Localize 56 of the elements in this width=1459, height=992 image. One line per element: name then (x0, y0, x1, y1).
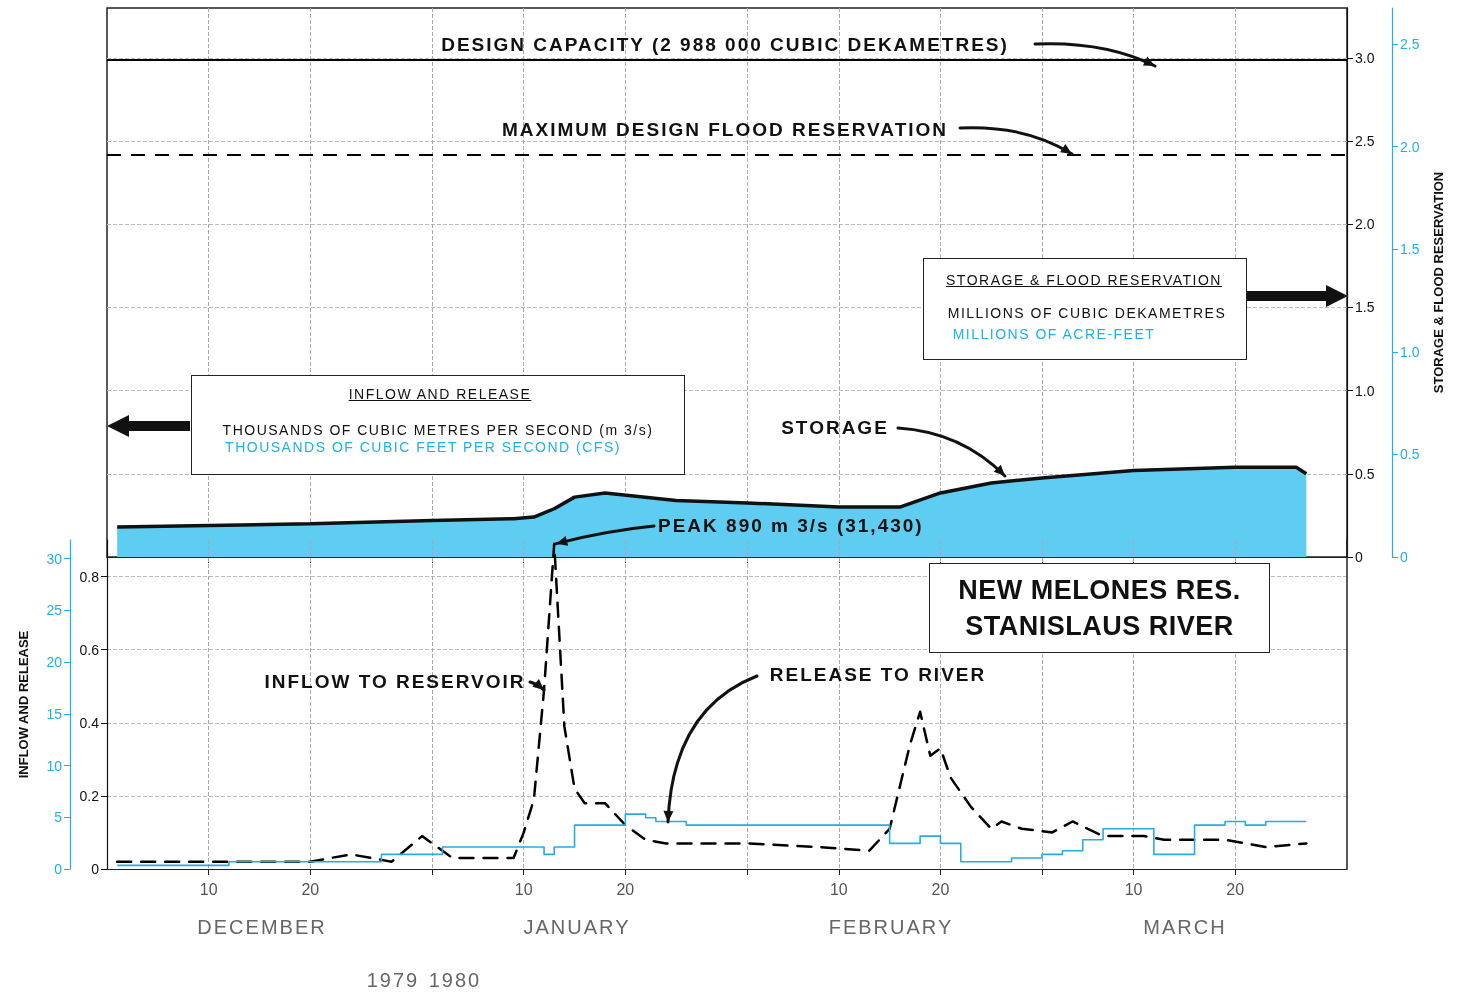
text: DECEMBER (197, 915, 327, 939)
y2-tick-label: 1.0 (1400, 343, 1420, 360)
y2-tick-label: 0 (54, 861, 63, 877)
y-tick-label: 2.0 (1355, 216, 1375, 233)
y-tick-label: 0.8 (79, 568, 100, 585)
y2-tick-label: 25 (46, 602, 63, 619)
y2-tick-label: 20 (46, 654, 63, 671)
x-tick-label: 10 (829, 880, 848, 898)
y-tick-label: 2.5 (1355, 133, 1375, 150)
annotation: MILLIONS OF ACRE-FEET (952, 326, 1156, 342)
text: NEW MELONES RES. (958, 574, 1241, 607)
y2-tick-label: 2.5 (1400, 35, 1420, 52)
x-tick-label: 20 (301, 880, 320, 898)
line-series (115, 542, 1308, 863)
y-tick-label: 0.2 (79, 787, 100, 804)
text: FEBRUARY (828, 915, 954, 939)
y2-tick-label: 1.5 (1400, 241, 1420, 258)
y2-axis-title: STORAGE & FLOOD RESERVATION (1431, 171, 1446, 394)
x-tick-label: 10 (1124, 880, 1143, 898)
y2-tick-label: 0 (1400, 549, 1408, 565)
y-tick-label: 3.0 (1355, 49, 1375, 66)
text: RELEASE TO RIVER (769, 664, 987, 686)
y-tick-label: 0.6 (79, 641, 100, 658)
y2-tick-label: 2.0 (1400, 138, 1420, 155)
x-tick-label: 10 (199, 880, 218, 898)
y2-tick-label: 30 (46, 550, 63, 567)
y2-tick-label: 0.5 (1400, 446, 1420, 463)
y2-tick-label: 5 (54, 809, 63, 826)
text: MARCH (1143, 915, 1227, 939)
text: JANUARY (523, 915, 631, 939)
y-tick-label: 1.0 (1355, 382, 1375, 399)
x-tick-label: 20 (616, 880, 635, 898)
series-label: INFLOW TO RESERVOIR (264, 671, 526, 693)
y2-tick-label: 10 (46, 757, 63, 774)
y-tick-label: 0.5 (1355, 465, 1375, 482)
text: 1979 (366, 968, 420, 992)
annotation: STORAGE & FLOOD RESERVATION (946, 272, 1222, 288)
x-tick-label: 20 (1226, 880, 1245, 898)
x-tick-label: 20 (931, 880, 950, 898)
y-tick-label: 0.4 (79, 714, 100, 731)
text: STORAGE (781, 417, 889, 439)
y2-tick-label: 15 (46, 705, 63, 722)
ref-line-label: DESIGN CAPACITY (2 988 000 CUBIC DEKAMETRES) (441, 34, 1009, 56)
text: 1980 (428, 968, 482, 992)
annotation: THOUSANDS OF CUBIC FEET PER SECOND (CFS) (225, 439, 621, 455)
annotation: PEAK 890 m 3/s (31,430) (658, 515, 924, 537)
ref-line-label: MAXIMUM DESIGN FLOOD RESERVATION (501, 119, 949, 141)
annotation: THOUSANDS OF CUBIC METRES PER SECOND (m 3/s) (222, 422, 654, 438)
y-tick-label: 0 (91, 861, 100, 877)
y-tick-label: 1.5 (1355, 299, 1375, 316)
text: STANISLAUS RIVER (965, 610, 1234, 643)
y2-axis-title: INFLOW AND RELEASE (16, 630, 31, 779)
annotation: MILLIONS OF CUBIC DEKAMETRES (947, 305, 1227, 321)
y-tick-label: 0 (1355, 549, 1363, 565)
x-tick-label: 10 (514, 880, 533, 898)
annotation: INFLOW AND RELEASE (348, 386, 532, 402)
